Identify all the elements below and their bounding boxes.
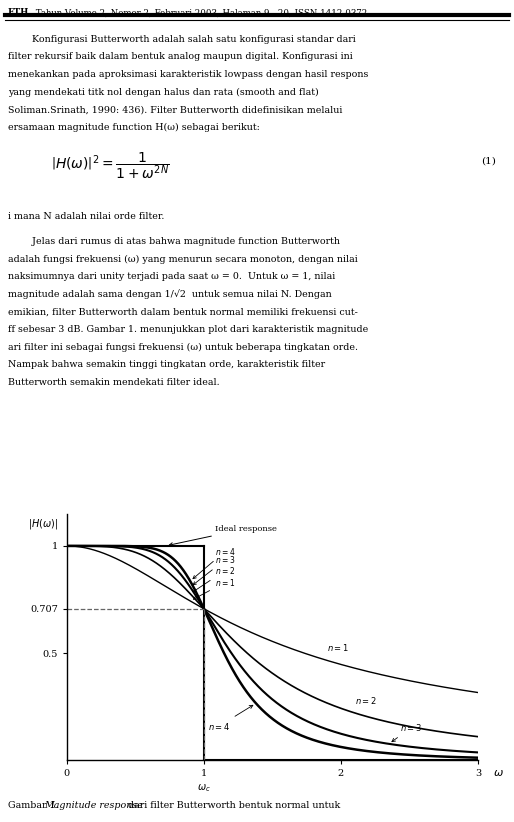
Text: $\omega_c$: $\omega_c$: [197, 782, 211, 793]
Text: $n = 1$: $n = 1$: [327, 642, 350, 653]
Text: $n = 4$: $n = 4$: [193, 546, 235, 579]
Text: Nampak bahwa semakin tinggi tingkatan orde, karakteristik filter: Nampak bahwa semakin tinggi tingkatan or…: [8, 360, 325, 369]
Text: Magnitude response: Magnitude response: [44, 801, 142, 810]
Text: Ideal response: Ideal response: [169, 524, 277, 546]
Text: $n = 3$: $n = 3$: [193, 554, 235, 584]
Text: Jelas dari rumus di atas bahwa magnitude function Butterworth: Jelas dari rumus di atas bahwa magnitude…: [8, 237, 340, 246]
Text: dari filter Butterworth bentuk normal untuk: dari filter Butterworth bentuk normal un…: [125, 801, 340, 810]
Text: yang mendekati titk nol dengan halus dan rata (smooth and flat): yang mendekati titk nol dengan halus dan…: [8, 88, 319, 97]
Text: filter rekursif baik dalam bentuk analog maupun digital. Konfigurasi ini: filter rekursif baik dalam bentuk analog…: [8, 53, 353, 61]
Text: naksimumnya dari unity terjadi pada saat ω = 0.  Untuk ω = 1, nilai: naksimumnya dari unity terjadi pada saat…: [8, 272, 335, 281]
Text: Tahun Volume 2, Nomor 2, Februari 2003, Halaman 9 - 20, ISSN 1412-0372: Tahun Volume 2, Nomor 2, Februari 2003, …: [33, 8, 368, 17]
Text: Soliman.Srinath, 1990: 436). Filter Butterworth didefinisikan melalui: Soliman.Srinath, 1990: 436). Filter Butt…: [8, 105, 342, 114]
Text: emikian, filter Butterworth dalam bentuk normal memiliki frekuensi cut-: emikian, filter Butterworth dalam bentuk…: [8, 307, 358, 316]
Text: $n = 3$: $n = 3$: [392, 723, 422, 741]
Text: menekankan pada aproksimasi karakteristik lowpass dengan hasil respons: menekankan pada aproksimasi karakteristi…: [8, 70, 368, 79]
Text: $| H(\omega) |$: $| H(\omega) |$: [28, 518, 59, 532]
Text: Konfigurasi Butterworth adalah salah satu konfigurasi standar dari: Konfigurasi Butterworth adalah salah sat…: [8, 35, 356, 44]
Text: $n = 2$: $n = 2$: [193, 565, 235, 592]
Text: $n = 2$: $n = 2$: [355, 695, 377, 706]
Text: $\omega$: $\omega$: [493, 769, 504, 778]
Text: adalah fungsi frekuensi (ω) yang menurun secara monoton, dengan nilai: adalah fungsi frekuensi (ω) yang menurun…: [8, 255, 357, 264]
Text: ff sebesar 3 dB. Gambar 1. menunjukkan plot dari karakteristik magnitude: ff sebesar 3 dB. Gambar 1. menunjukkan p…: [8, 325, 368, 334]
Text: magnitude adalah sama dengan 1/√2  untuk semua nilai N. Dengan: magnitude adalah sama dengan 1/√2 untuk …: [8, 290, 332, 299]
Text: ETH,: ETH,: [8, 8, 32, 17]
Text: $n = 4$: $n = 4$: [208, 705, 253, 732]
Text: ersamaan magnitude function H(ω) sebagai berikut:: ersamaan magnitude function H(ω) sebagai…: [8, 122, 260, 132]
Text: $\left|H(\omega)\right|^2 = \dfrac{1}{1+\omega^{2N}}$: $\left|H(\omega)\right|^2 = \dfrac{1}{1+…: [51, 150, 170, 182]
Text: (1): (1): [481, 157, 496, 166]
Text: Gambar 1.: Gambar 1.: [8, 801, 61, 810]
Text: Butterworth semakin mendekati filter ideal.: Butterworth semakin mendekati filter ide…: [8, 378, 219, 387]
Text: i mana N adalah nilai orde filter.: i mana N adalah nilai orde filter.: [8, 212, 164, 221]
Text: $n = 1$: $n = 1$: [193, 577, 235, 599]
Text: ari filter ini sebagai fungsi frekuensi (ω) untuk beberapa tingkatan orde.: ari filter ini sebagai fungsi frekuensi …: [8, 343, 358, 352]
